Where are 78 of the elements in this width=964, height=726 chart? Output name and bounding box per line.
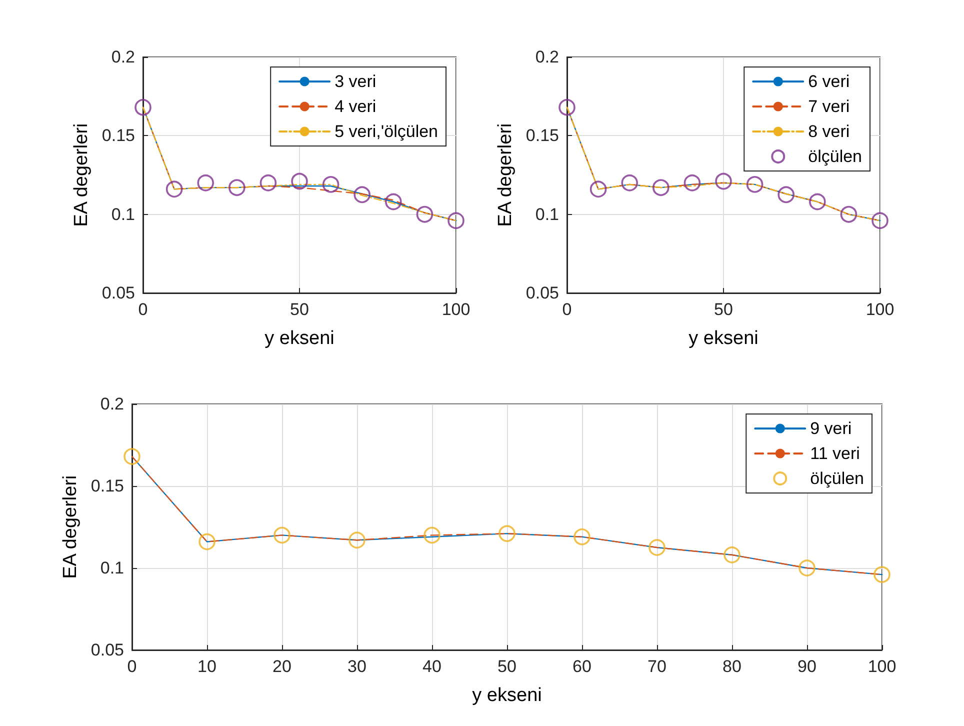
point <box>724 546 740 564</box>
y-tick-label: 0.05 <box>526 284 559 302</box>
legend-label: 9 veri <box>810 419 852 438</box>
point <box>322 176 340 193</box>
point <box>872 212 888 230</box>
x-tick-label: 100 <box>868 657 896 676</box>
point <box>621 174 638 192</box>
point <box>124 448 140 465</box>
x-tick-label: 80 <box>722 657 742 676</box>
x-tick-label: 20 <box>272 657 292 676</box>
y-axis-title: EA degerleri <box>60 475 82 579</box>
x-tick-label: 0 <box>562 300 572 319</box>
x-tick-label: 100 <box>442 300 470 319</box>
point <box>498 525 516 542</box>
x-tick-label: 60 <box>572 657 592 676</box>
y-tick-label: 0.05 <box>90 640 124 660</box>
point <box>260 174 277 192</box>
point <box>291 172 308 190</box>
point <box>197 174 214 192</box>
point <box>652 179 670 196</box>
y-axis-title: EA degerleri <box>71 123 92 227</box>
x-tick-label: 50 <box>714 300 733 319</box>
point <box>590 180 607 198</box>
x-tick-label: 90 <box>798 657 816 676</box>
point <box>778 186 794 204</box>
point <box>385 193 402 210</box>
point <box>746 176 764 193</box>
y-tick-label: 0.2 <box>100 394 124 414</box>
x-axis-title: y ekseni <box>688 328 758 349</box>
point <box>134 98 152 116</box>
point <box>448 212 464 230</box>
legend-label: 4 veri <box>334 97 376 116</box>
point <box>228 179 246 196</box>
x-tick-label: 100 <box>866 300 894 319</box>
point <box>574 528 590 546</box>
legend-label: 11 veri <box>810 444 860 463</box>
point <box>424 526 440 544</box>
point <box>684 174 701 192</box>
x-tick-label: 0 <box>138 300 148 319</box>
x-tick-label: 30 <box>348 657 366 676</box>
x-axis-title: y ekseni <box>264 328 334 349</box>
point <box>715 172 732 190</box>
y-tick-label: 0.1 <box>100 558 124 578</box>
point <box>198 533 216 550</box>
x-axis-title: y ekseni <box>472 685 542 706</box>
y-tick-label: 0.1 <box>111 204 135 224</box>
x-tick-label: 50 <box>498 657 516 676</box>
x-tick-label: 40 <box>422 657 442 676</box>
point <box>274 526 290 544</box>
x-tick-label: 0 <box>127 657 137 676</box>
legend-label: ölçülen <box>808 147 862 166</box>
point <box>558 98 576 116</box>
x-tick-label: 50 <box>290 300 309 319</box>
point <box>809 193 826 210</box>
legend-label: 8 veri <box>808 122 850 141</box>
y-tick-label: 0.05 <box>102 284 135 302</box>
x-tick-label: 10 <box>198 657 216 676</box>
x-tick-label: 70 <box>648 657 666 676</box>
legend-label: ölçülen <box>810 469 864 488</box>
legend-label: 3 veri <box>334 72 376 91</box>
point <box>840 206 858 223</box>
legend-label: 5 veri,'ölçülen <box>334 122 438 141</box>
point <box>648 539 666 556</box>
y-tick-label: 0.1 <box>535 204 559 224</box>
point <box>166 180 183 198</box>
legend-label: 6 veri <box>808 72 850 91</box>
point <box>354 186 370 204</box>
point <box>416 206 434 223</box>
legend-label: 7 veri <box>808 97 850 116</box>
y-tick-label: 0.15 <box>90 476 124 496</box>
point <box>348 532 366 549</box>
y-tick-label: 0.2 <box>535 48 559 66</box>
y-axis-title: EA degerleri <box>495 123 516 227</box>
point <box>798 560 816 576</box>
y-tick-label: 0.2 <box>111 48 135 66</box>
point <box>874 566 890 583</box>
y-tick-label: 0.15 <box>526 126 559 146</box>
y-tick-label: 0.15 <box>102 126 135 146</box>
